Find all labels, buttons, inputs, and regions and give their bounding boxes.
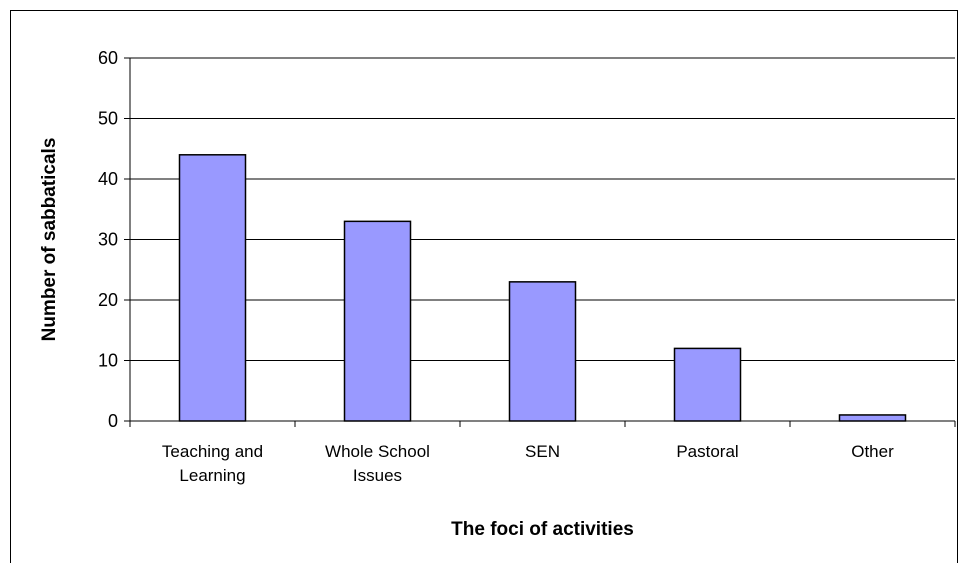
y-ticks: 0 10 20 30 40 50 60	[98, 48, 130, 431]
bar-whole-school-issues	[343, 220, 412, 422]
x-tick-label-line: SEN	[525, 442, 560, 461]
bar-other	[838, 414, 907, 422]
y-axis-title: Number of sabbaticals	[39, 138, 60, 342]
bar-teaching-and-learning	[178, 154, 247, 422]
x-ticks: Teaching and Learning Whole School Issues SE…	[129, 421, 956, 485]
chart-frame	[10, 10, 958, 563]
x-tick-label-line: Other	[851, 442, 894, 461]
x-tick-label-line: Pastoral	[676, 442, 738, 461]
x-tick-label: Pastoral	[676, 442, 738, 461]
y-tick-label: 30	[98, 230, 118, 250]
bars	[178, 154, 907, 422]
x-tick-label-line: Issues	[353, 466, 402, 485]
bar-pastoral	[673, 347, 742, 422]
y-tick-label: 60	[98, 48, 118, 68]
x-tick-label: Whole School Issues	[325, 442, 430, 485]
y-tick-label: 10	[98, 351, 118, 371]
y-tick-label: 0	[108, 411, 118, 431]
y-tick-label: 20	[98, 290, 118, 310]
bar-sen	[508, 281, 577, 422]
x-axis-title: The foci of activities	[451, 519, 634, 540]
x-tick-label-line: Whole School	[325, 442, 430, 461]
y-tick-label: 40	[98, 169, 118, 189]
x-tick-label: Other	[851, 442, 894, 461]
y-tick-label: 50	[98, 109, 118, 129]
x-tick-label: Teaching and Learning	[162, 442, 263, 485]
x-tick-label-line: Learning	[179, 466, 245, 485]
x-tick-label: SEN	[525, 442, 560, 461]
x-tick-label-line: Teaching and	[162, 442, 263, 461]
